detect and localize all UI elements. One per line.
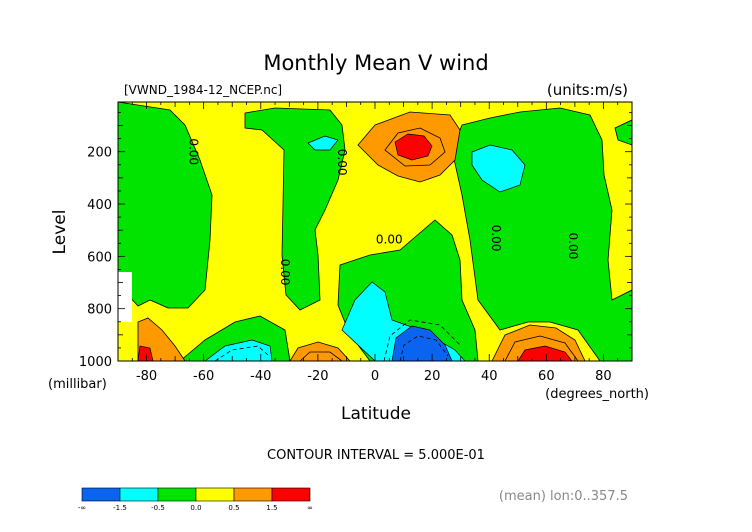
x-tick-label: -20 xyxy=(307,369,328,384)
colorbar: -∞ -1.5 -0.5 0.0 0.5 1.5 ∞ xyxy=(78,487,313,512)
colorbar-swatch xyxy=(195,487,235,502)
subset-note: (mean) lon:0..357.5 xyxy=(499,489,628,504)
cyan-patch-bottom-left xyxy=(204,339,273,361)
contour-label: 0.00 xyxy=(566,233,580,260)
cyan-patch-upper xyxy=(307,135,339,151)
missing-data-patch xyxy=(118,272,132,322)
x-tick-label: 60 xyxy=(538,369,555,384)
units-label: (units:m/s) xyxy=(547,81,628,99)
red-core-upper xyxy=(394,133,433,161)
y-tick-label: 600 xyxy=(87,250,112,265)
colorbar-swatch xyxy=(271,487,311,502)
y-axis-title: Level xyxy=(50,210,70,255)
contour-label: 0.00 xyxy=(489,225,503,252)
colorbar-label: 0.0 xyxy=(190,504,201,512)
y-tick-label: 400 xyxy=(87,198,112,213)
contour-label: 0.00 xyxy=(186,138,200,165)
colorbar-label: -1.5 xyxy=(113,504,127,512)
cyan-patch-right xyxy=(471,144,526,193)
contour-labels: 0.00 0.00 0.00 0.00 0.00 0.00 xyxy=(186,138,580,285)
x-tick-label: -40 xyxy=(250,369,271,384)
colorbar-swatch xyxy=(81,487,121,502)
colorbar-label: -∞ xyxy=(78,504,86,512)
x-tick-label: -60 xyxy=(193,369,214,384)
x-tick-label: 40 xyxy=(481,369,498,384)
x-axis-title: Latitude xyxy=(341,404,411,424)
chart-title: Monthly Mean V wind xyxy=(263,51,488,75)
colorbar-label: -0.5 xyxy=(151,504,165,512)
colorbar-swatch xyxy=(119,487,159,502)
x-axis-units: (degrees_north) xyxy=(545,387,649,402)
colorbar-swatch xyxy=(157,487,197,502)
colorbar-label: 1.5 xyxy=(266,504,277,512)
x-tick-label: 80 xyxy=(595,369,612,384)
colorbar-label: 0.5 xyxy=(228,504,239,512)
dataset-label: [VWND_1984-12_NCEP.nc] xyxy=(124,83,282,97)
contour-label: 0.00 xyxy=(278,259,292,286)
red-core-bottom-left xyxy=(137,345,154,361)
x-tick-label: -80 xyxy=(136,369,157,384)
y-axis: 200 400 600 800 1000 xyxy=(79,112,632,370)
colorbar-swatch xyxy=(233,487,273,502)
contour-line-lower-dashed-1 xyxy=(399,335,449,361)
y-tick-label: 200 xyxy=(87,146,112,161)
contour-interval-label: CONTOUR INTERVAL = 5.000E-01 xyxy=(267,448,485,463)
green-region-top-right-corner xyxy=(614,119,632,146)
contour-line-bottom-center-left xyxy=(299,351,343,361)
contour-line-lower-dashed-2 xyxy=(383,319,461,361)
contour-label: 0.00 xyxy=(335,149,349,176)
contour-line-bottom-left-dashed xyxy=(214,345,269,361)
y-tick-label: 800 xyxy=(87,303,112,318)
red-core-bottom-right xyxy=(517,345,573,361)
blue-core xyxy=(391,325,453,361)
contour-line-bottom-right xyxy=(504,335,579,361)
contour-field xyxy=(118,102,632,361)
y-axis-units: (millibar) xyxy=(48,377,107,392)
colorbar-label: ∞ xyxy=(307,504,313,512)
x-axis: -80 -60 -40 -20 0 20 40 60 80 xyxy=(117,102,633,384)
x-tick-label: 20 xyxy=(424,369,441,384)
y-tick-label: 1000 xyxy=(79,355,112,370)
x-tick-label: 0 xyxy=(371,369,379,384)
green-region-upper-mid xyxy=(244,107,346,311)
contour-line-upper-outer xyxy=(384,127,446,167)
contour-label: 0.00 xyxy=(376,232,403,246)
